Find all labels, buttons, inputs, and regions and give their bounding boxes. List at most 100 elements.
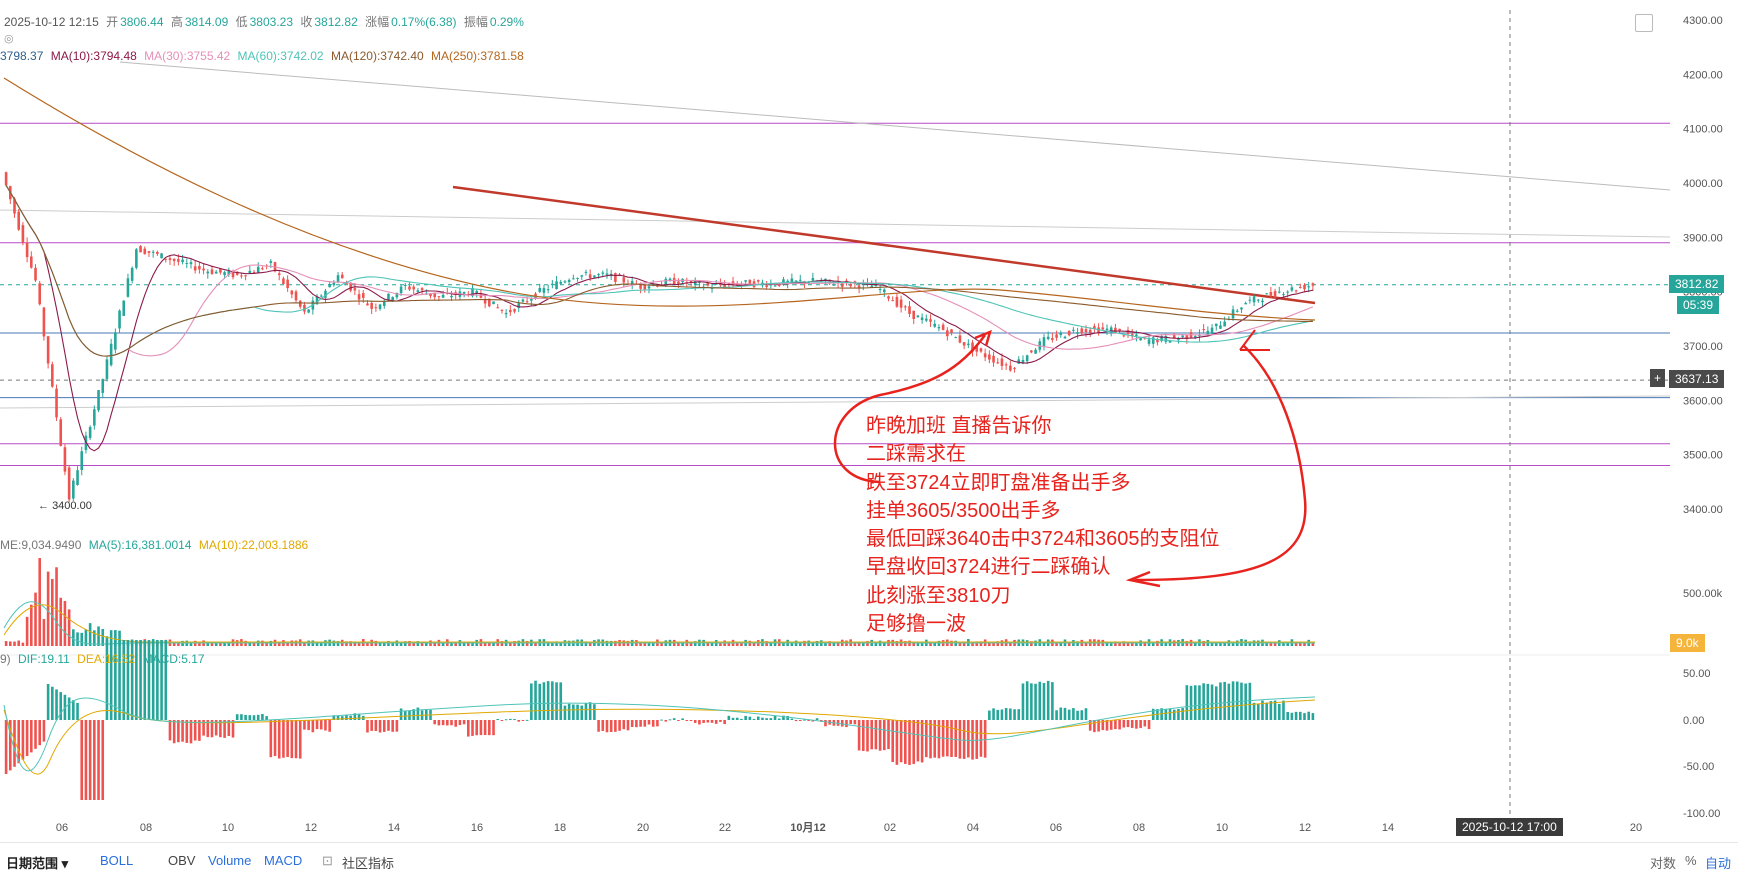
date-range-button[interactable]: 日期范围 ▾	[6, 856, 69, 871]
macd-bar	[647, 720, 651, 725]
volume-bar	[588, 642, 592, 646]
percent-scale-button[interactable]: %	[1685, 853, 1697, 868]
header-high: 3814.09	[184, 15, 229, 29]
macd-bar	[1235, 681, 1239, 720]
macd-bar	[1055, 710, 1058, 720]
candle-body	[1021, 359, 1025, 363]
candle-body	[1118, 328, 1121, 331]
x-tick-label: 08	[140, 822, 152, 834]
macd-bar	[479, 720, 483, 736]
x-tick-label: 20	[1630, 822, 1642, 834]
volume-bar	[1118, 642, 1121, 646]
candle-body	[614, 273, 617, 282]
x-tick-label: 10月12	[790, 821, 825, 834]
macd-bar	[1067, 709, 1071, 720]
volume-bar	[798, 642, 802, 646]
candle-body	[849, 284, 852, 287]
macd-bar	[1265, 702, 1268, 720]
macd-bar	[572, 704, 575, 720]
macd-bar	[601, 720, 605, 731]
x-tick-label: 12	[305, 822, 317, 834]
macd-button[interactable]: MACD	[264, 853, 303, 868]
volume-bar	[1055, 641, 1058, 646]
chart-canvas[interactable]: 4300.004200.004100.004000.003900.003800.…	[0, 0, 1738, 842]
candle-body	[51, 364, 54, 387]
macd-bar	[546, 681, 550, 720]
volume-bar	[55, 567, 58, 646]
volume-bar	[1214, 641, 1218, 646]
candle-body	[525, 301, 529, 303]
boll-button[interactable]: BOLL	[100, 853, 134, 868]
y-tick-label: 3700.00	[1683, 341, 1723, 353]
candle-body	[723, 284, 726, 288]
candle-body	[668, 278, 672, 281]
candle-body	[269, 261, 273, 263]
macd-bar	[172, 720, 176, 744]
macd-bar	[534, 680, 537, 720]
macd-bar	[231, 720, 235, 738]
candle-body	[93, 409, 96, 426]
candle-body	[156, 251, 159, 254]
candle-body	[80, 451, 84, 470]
candle-body	[1042, 337, 1046, 347]
candle-body	[1013, 367, 1016, 369]
macd-bar	[332, 715, 336, 720]
candle-body	[160, 253, 163, 259]
candle-body	[399, 286, 403, 294]
macd-bar	[677, 720, 680, 721]
candle-body	[429, 293, 432, 297]
volume-bar	[118, 630, 121, 646]
community-icon[interactable]: ⊡	[322, 853, 333, 868]
macd-bar	[525, 719, 529, 721]
macd-bar	[458, 720, 462, 726]
add-level-icon[interactable]: +	[1650, 369, 1666, 387]
candle-body	[1076, 332, 1079, 334]
macd-bar	[391, 720, 394, 732]
volume-bar	[252, 642, 256, 646]
volume-button[interactable]: Volume	[208, 853, 252, 868]
macd-y-tick-label: 50.00	[1683, 668, 1711, 680]
macd-bar	[471, 720, 474, 736]
macd-bar	[374, 720, 378, 731]
volume-bar	[46, 571, 50, 646]
macd-bar	[1261, 700, 1264, 720]
volume-bar	[660, 641, 663, 646]
candle-body	[988, 354, 991, 360]
header-low: 3803.23	[249, 15, 293, 29]
eye-icon[interactable]: ◎	[4, 33, 14, 45]
candle-body	[122, 300, 126, 316]
volume-bar	[555, 641, 558, 646]
volume-bar	[1210, 641, 1214, 646]
macd-dif-line	[3, 696, 1316, 772]
candle-body	[908, 306, 911, 314]
header-datetime: 2025-10-12 12:15	[4, 15, 99, 29]
community-indicator-button[interactable]: 社区指标	[342, 856, 395, 871]
volume-bar	[265, 642, 268, 646]
candle-body	[370, 302, 373, 309]
candle-body	[261, 268, 264, 270]
macd-bar	[214, 720, 218, 736]
candle-body	[878, 289, 882, 291]
auto-scale-button[interactable]: 自动	[1705, 856, 1732, 871]
volume-bar	[51, 579, 54, 646]
candle-body	[13, 198, 16, 214]
log-scale-button[interactable]: 对数	[1650, 856, 1677, 871]
macd-dea: DEA:16.52	[77, 652, 136, 666]
candle-body	[185, 262, 189, 264]
obv-button[interactable]: OBV	[168, 853, 196, 868]
candle-body	[395, 292, 399, 298]
candle-body	[1109, 327, 1113, 333]
volume-bar	[483, 641, 487, 646]
macd-bar	[891, 720, 895, 762]
macd-bar	[1025, 681, 1029, 720]
macd-bar	[130, 640, 134, 720]
fullscreen-icon[interactable]	[1635, 14, 1653, 32]
candle-body	[126, 278, 130, 297]
macd-bar	[1118, 720, 1121, 730]
candle-body	[1034, 349, 1037, 354]
ma30-value: MA(30):3755.42	[144, 49, 231, 63]
macd-y-tick-label: -100.00	[1683, 808, 1720, 820]
candle-body	[46, 336, 50, 364]
candle-body	[588, 274, 592, 279]
macd-bar	[988, 710, 991, 720]
